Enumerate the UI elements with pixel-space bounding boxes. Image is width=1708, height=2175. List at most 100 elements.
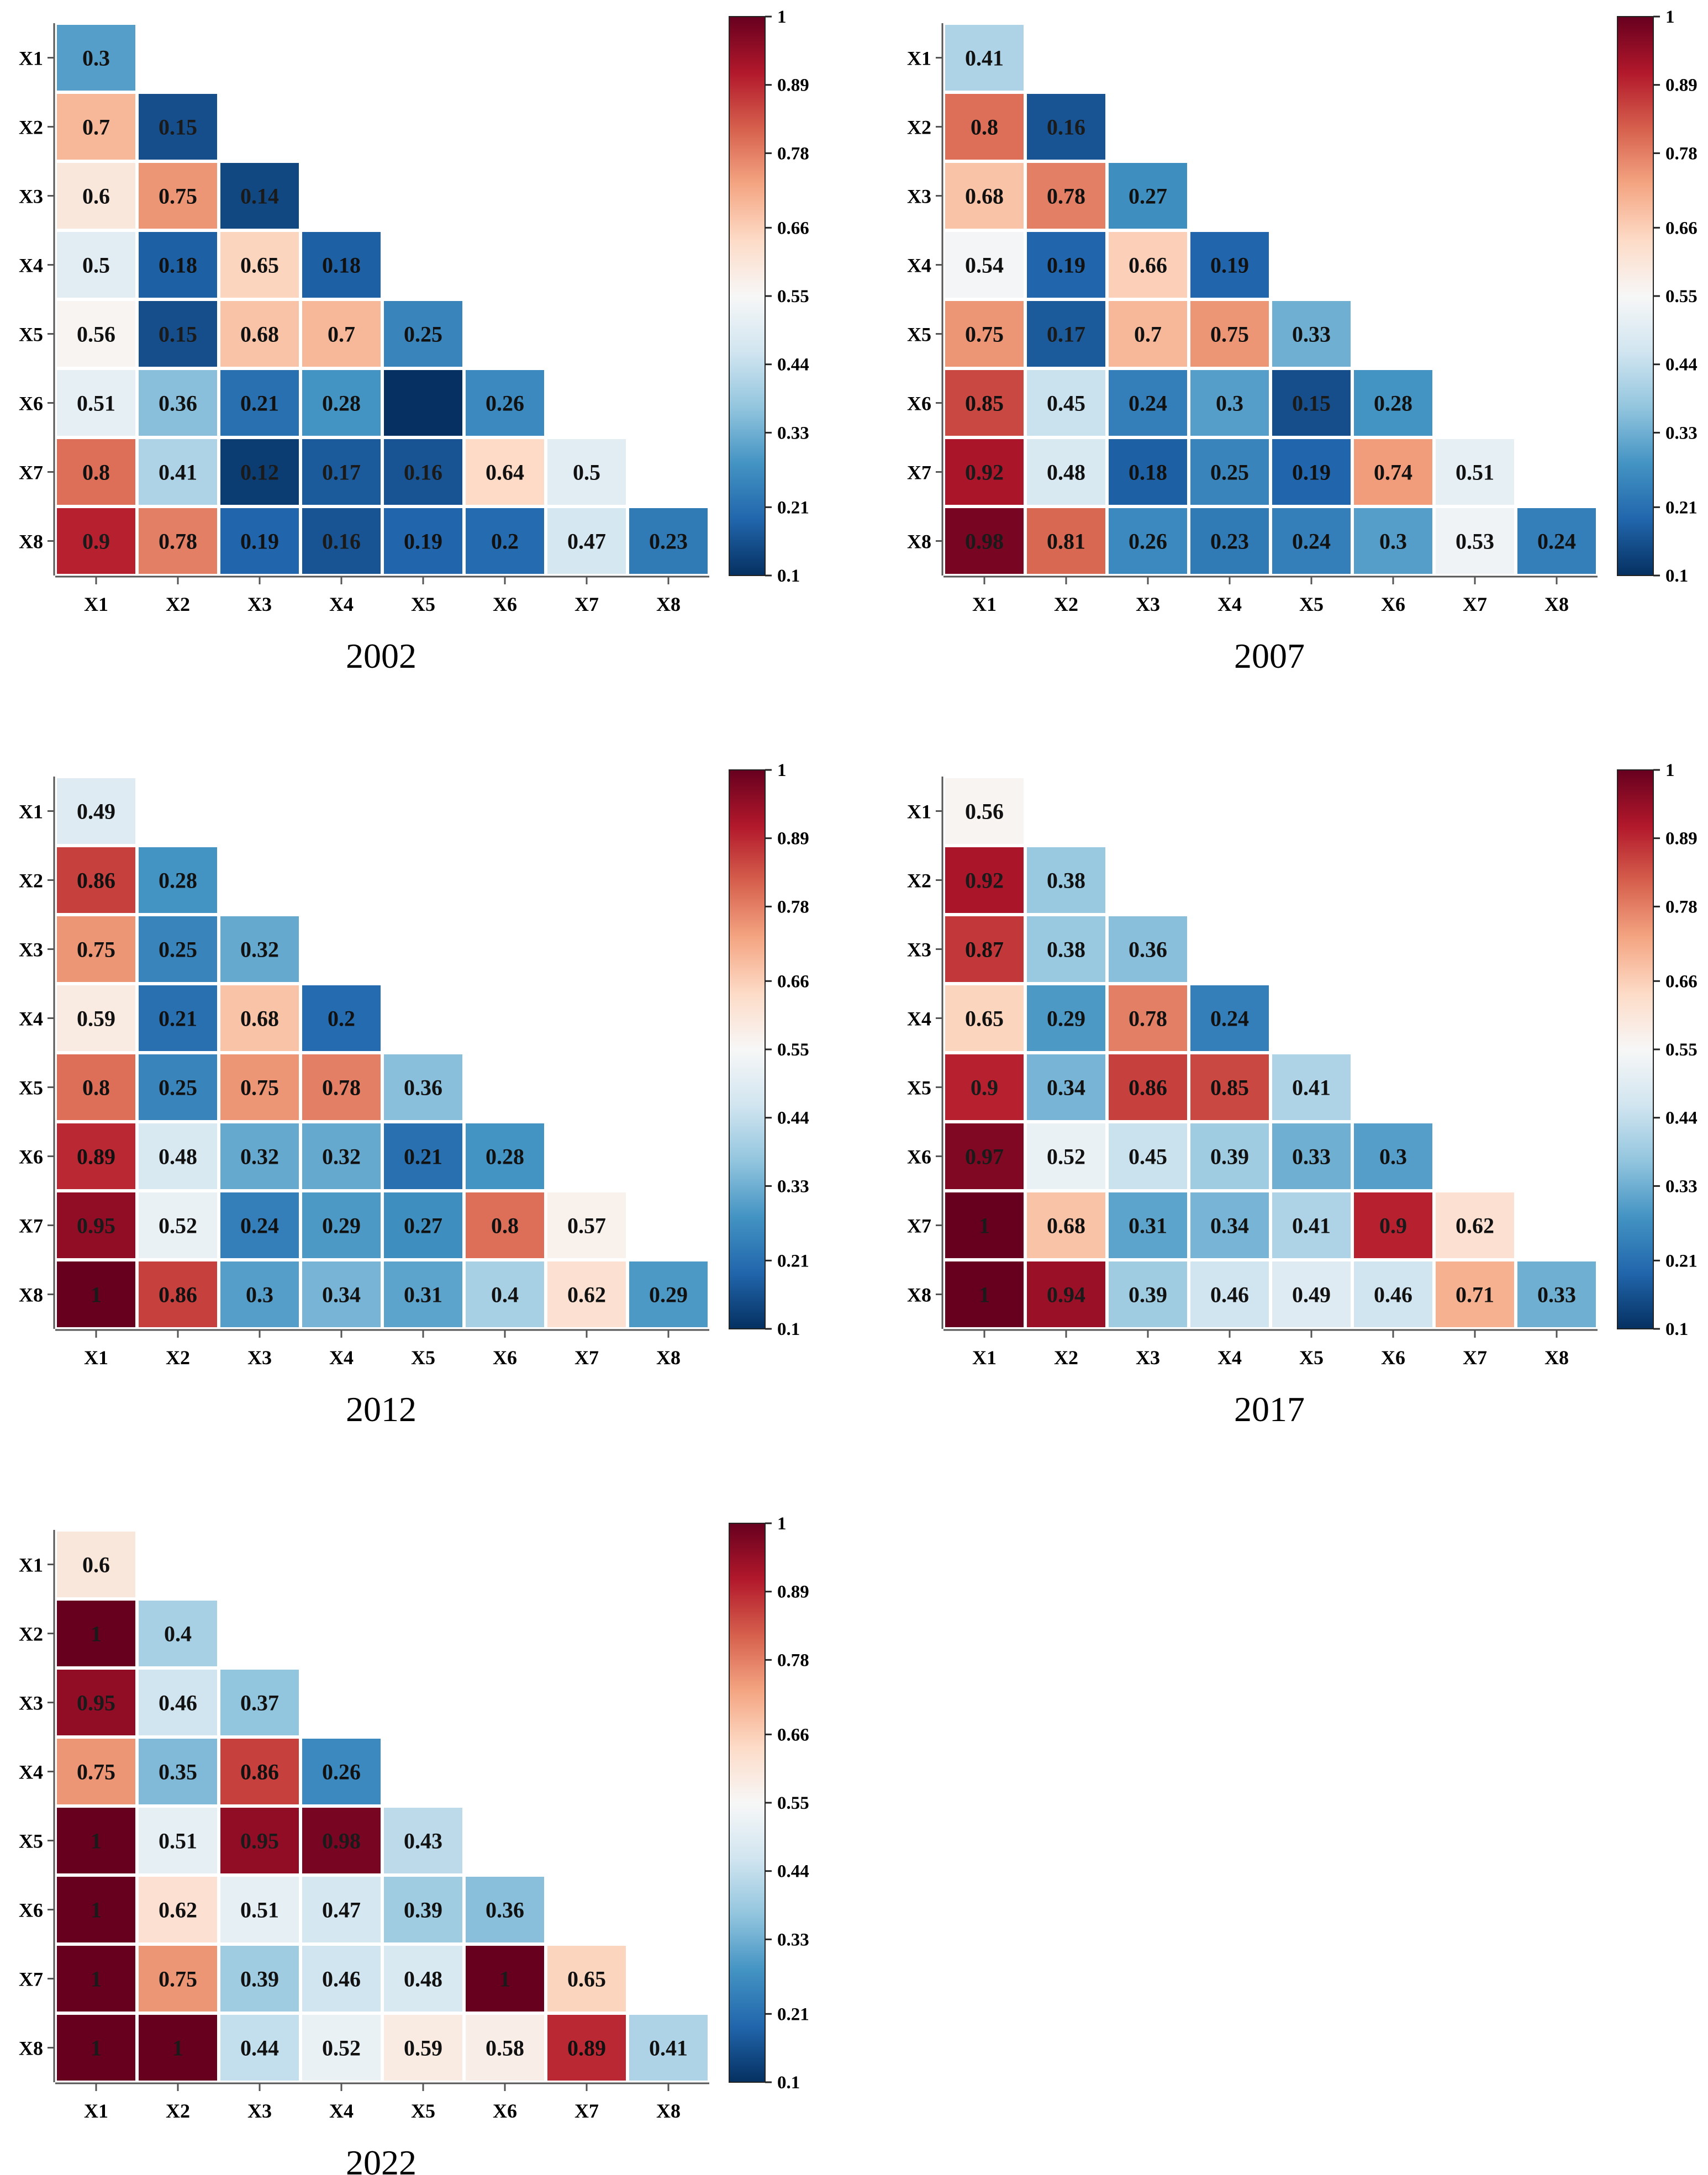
heatmap-cell <box>220 2015 299 2081</box>
cell-value-label: 0.92 <box>965 460 1004 485</box>
cell-value-label: 0.44 <box>240 2036 279 2061</box>
cell-value-label: 0.68 <box>240 1006 279 1031</box>
heatmap-cell <box>220 1670 299 1735</box>
cell-value-label: 0.86 <box>240 1760 279 1785</box>
x-tick-label: X3 <box>1136 593 1160 615</box>
cell-value-label: 0.95 <box>77 1213 115 1238</box>
cell-value-label: 0.34 <box>1210 1213 1249 1238</box>
cell-value-label: 0.31 <box>1129 1213 1167 1238</box>
x-tick-label: X1 <box>972 1347 997 1369</box>
cell-value-label: 0.58 <box>486 2036 524 2061</box>
cell-value-label: 0.75 <box>77 937 115 962</box>
colorbar-tick-label: 0.21 <box>777 2004 809 2024</box>
colorbar-tick-label: 1 <box>1665 761 1675 780</box>
cell-value-label: 0.12 <box>240 460 279 485</box>
heatmap-cell <box>57 301 135 367</box>
heatmap-cell <box>1027 508 1105 574</box>
x-tick-label: X3 <box>247 1347 272 1369</box>
x-tick-label: X5 <box>1299 593 1324 615</box>
x-tick-label: X8 <box>1544 593 1569 615</box>
heatmap-cell <box>220 985 299 1051</box>
cell-value-label: 0.86 <box>159 1282 197 1307</box>
cell-value-label: 0.59 <box>77 1006 115 1031</box>
colorbar-tick-label: 0.66 <box>777 218 809 238</box>
heatmap-cell <box>945 163 1024 229</box>
cell-value-label: 0.8 <box>82 460 110 485</box>
cell-value-label: 0.36 <box>486 1898 524 1923</box>
heatmap-cell <box>1272 508 1351 574</box>
cell-value-label: 0.24 <box>1292 529 1331 554</box>
x-tick-label: X2 <box>166 1347 190 1369</box>
cell-value-label: 0.17 <box>322 460 361 485</box>
colorbar-tick-label: 0.89 <box>1665 76 1698 96</box>
heatmap-cell <box>466 508 544 574</box>
heatmap-cell <box>1436 439 1514 505</box>
x-tick-label: X2 <box>166 593 190 615</box>
heatmap-cell <box>302 508 381 574</box>
heatmap-cell <box>302 1123 381 1189</box>
cell-value-label: 1 <box>91 1829 102 1854</box>
heatmap-cell <box>57 1877 135 1942</box>
colorbar <box>1617 769 1654 1329</box>
heatmap-cell <box>547 439 626 505</box>
cell-value-label: 1 <box>91 2036 102 2061</box>
cell-value-label: 0.78 <box>159 529 197 554</box>
cell-value-label: 0.89 <box>77 1144 115 1169</box>
cell-value-label: 0.4 <box>164 1622 192 1646</box>
heatmap-cell <box>1272 1192 1351 1258</box>
cell-value-label: 0.19 <box>1047 253 1085 278</box>
cell-value-label: 0.57 <box>567 1213 606 1238</box>
cell-value-label: 0.78 <box>1047 184 1085 209</box>
cell-value-label: 0.39 <box>240 1967 279 1992</box>
heatmap-cell <box>1027 1123 1105 1189</box>
cell-value-label: 0.32 <box>322 1144 361 1169</box>
cell-value-label: 0.28 <box>1374 391 1412 416</box>
heatmap-cell <box>139 985 217 1051</box>
heatmap-cell <box>57 1532 135 1597</box>
heatmap-cell <box>466 1261 544 1327</box>
colorbar-tick-label: 0.33 <box>777 423 809 443</box>
heatmap-cell <box>139 439 217 505</box>
cell-value-label: 1 <box>91 1898 102 1923</box>
cell-value-label: 0.66 <box>1129 253 1167 278</box>
heatmap-cell <box>384 1946 462 2012</box>
cell-value-label: 0.5 <box>573 460 600 485</box>
heatmap-cell <box>57 778 135 844</box>
y-tick-label: X3 <box>19 186 43 208</box>
panel-title: 2002 <box>346 636 417 675</box>
cell-value-label: 1 <box>91 1967 102 1992</box>
y-tick-label: X8 <box>907 531 931 553</box>
y-tick-label: X5 <box>19 1077 43 1099</box>
heatmap-cell <box>1272 301 1351 367</box>
heatmap-cell <box>1190 439 1269 505</box>
heatmap-cell <box>139 1054 217 1120</box>
x-tick-label: X8 <box>1544 1347 1569 1369</box>
cell-value-label: 0.86 <box>1129 1075 1167 1100</box>
heatmap-cell <box>302 232 381 298</box>
heatmap-cell <box>57 370 135 436</box>
y-tick-label: X6 <box>19 393 43 415</box>
y-tick-label: X6 <box>19 1899 43 1921</box>
cell-value-label: 0.25 <box>159 937 197 962</box>
colorbar-tick-label: 0.89 <box>777 1582 809 1602</box>
cell-value-label: 0.36 <box>159 391 197 416</box>
cell-value-label: 0.34 <box>1047 1075 1085 1100</box>
heatmap-cell <box>1109 370 1187 436</box>
x-tick-label: X1 <box>84 593 108 615</box>
heatmap-cell <box>57 1261 135 1327</box>
heatmap-panel-2012: 0.49 0.86 0.28 0.75 0.25 0.32 0.59 0.21 0.68 0.2 0… <box>19 761 809 1429</box>
heatmap-cell <box>1109 1261 1187 1327</box>
heatmap-cell <box>139 1877 217 1942</box>
heatmap-panel-2022: 0.6 1 0.4 0.95 0.46 0.37 0.75 0.35 0.86 0.26 1 0.51… <box>19 1514 809 2175</box>
cell-value-label: 0.29 <box>649 1282 688 1307</box>
y-tick-label: X6 <box>907 1146 931 1168</box>
cell-value-label: 0.71 <box>1456 1282 1494 1307</box>
cell-value-label: 0.7 <box>1134 322 1162 347</box>
cell-value-label: 0.68 <box>240 322 279 347</box>
heatmap-cell <box>1027 163 1105 229</box>
cell-value-label: 1 <box>979 1213 990 1238</box>
heatmap-cell <box>220 916 299 982</box>
heatmap-cell <box>302 2015 381 2081</box>
heatmap-cell <box>57 985 135 1051</box>
cell-value-label: 0.46 <box>1210 1282 1249 1307</box>
